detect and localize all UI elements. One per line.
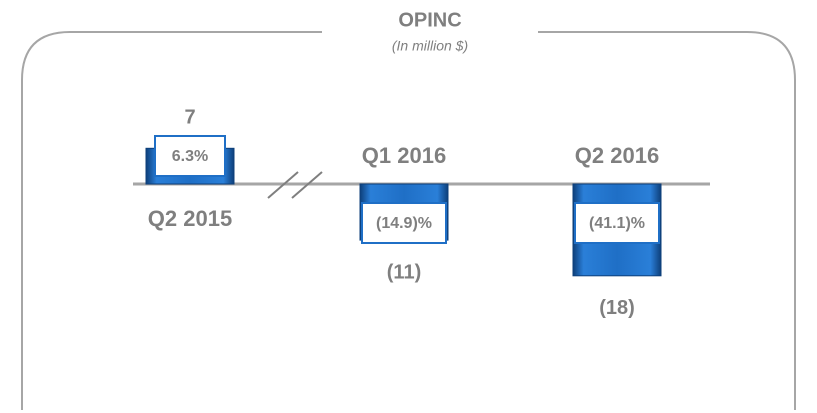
value-label: 7 — [184, 107, 195, 129]
margin-box — [574, 202, 660, 244]
margin-box — [154, 135, 226, 177]
category-label: Q2 2015 — [148, 206, 232, 231]
chart-title: OPINC — [398, 9, 461, 31]
value-label: (18) — [599, 297, 635, 319]
chart-subtitle: (In million $) — [392, 38, 468, 54]
category-label: Q2 2016 — [575, 143, 659, 168]
axis-break — [291, 171, 323, 199]
margin-box — [361, 202, 447, 244]
value-label: (11) — [387, 261, 421, 283]
margin-label: 6.3% — [172, 148, 208, 165]
axis-break — [267, 171, 299, 199]
frame — [21, 31, 796, 410]
margin-label: (41.1)% — [589, 215, 645, 232]
margin-label: (14.9)% — [376, 215, 432, 232]
category-label: Q1 2016 — [362, 143, 446, 168]
